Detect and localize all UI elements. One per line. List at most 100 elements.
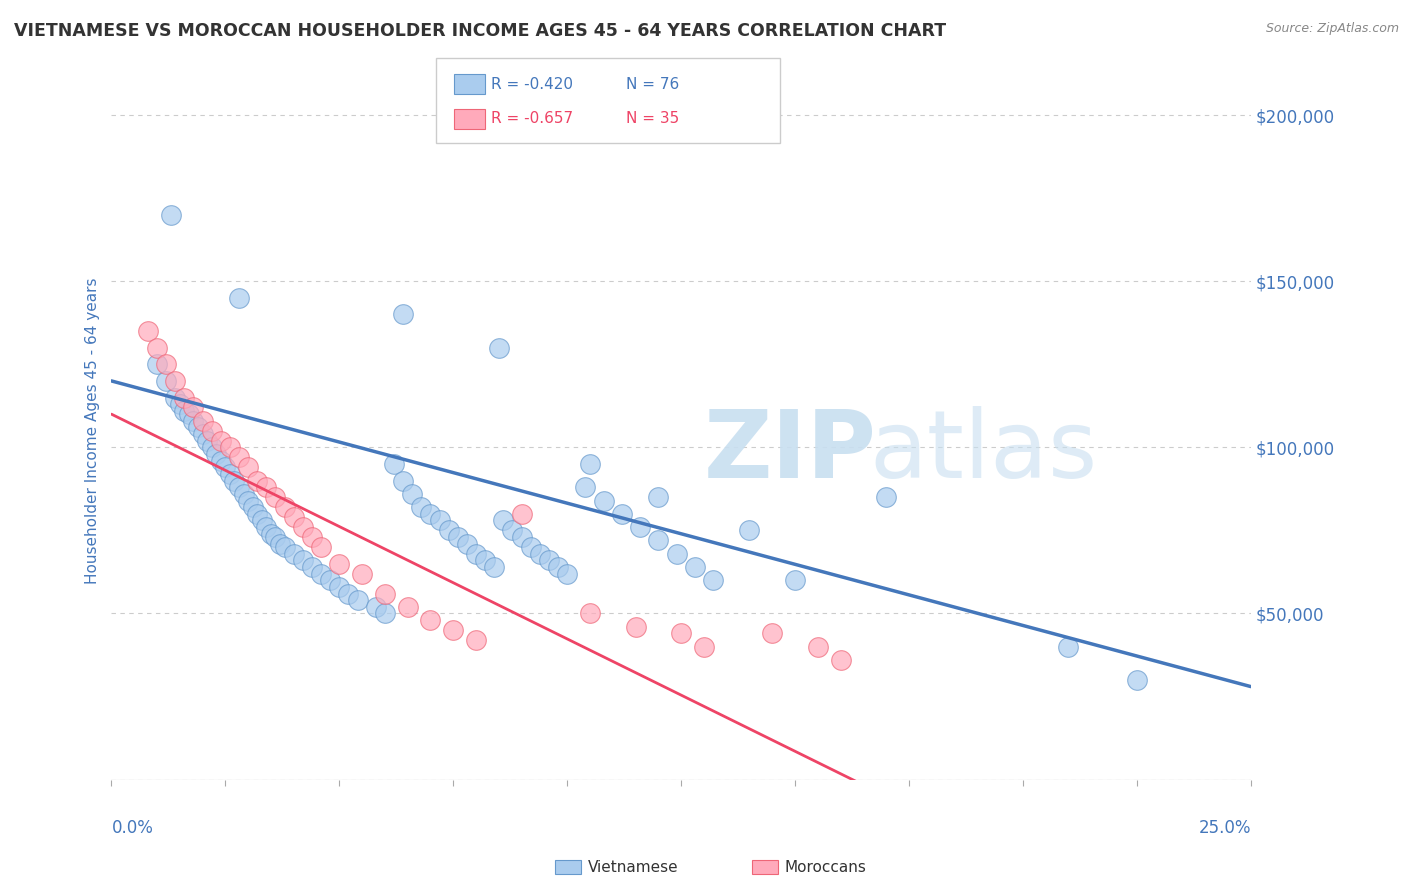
Point [291,520,314,534]
Point [205,447,228,461]
Point [510,507,533,521]
Point [169,397,191,411]
Point [224,474,246,488]
Point [382,457,405,471]
Point [665,547,688,561]
Point [510,530,533,544]
Point [465,547,488,561]
Point [702,574,724,588]
Point [173,391,195,405]
Point [201,441,224,455]
Point [219,441,242,455]
Point [364,599,387,614]
Point [146,357,169,371]
Point [693,640,716,654]
Point [401,487,423,501]
Point [830,653,852,667]
Point [301,530,323,544]
Point [392,474,415,488]
Text: Moroccans: Moroccans [785,860,866,874]
Point [228,450,250,465]
Text: VIETNAMESE VS MOROCCAN HOUSEHOLDER INCOME AGES 45 - 64 YEARS CORRELATION CHART: VIETNAMESE VS MOROCCAN HOUSEHOLDER INCOM… [14,22,946,40]
Point [187,420,209,434]
Point [738,524,761,538]
Point [592,493,614,508]
Point [191,427,214,442]
Point [396,599,419,614]
Point [246,474,269,488]
Point [337,586,360,600]
Point [165,391,187,405]
Text: Source: ZipAtlas.com: Source: ZipAtlas.com [1265,22,1399,36]
Point [236,493,259,508]
Point [328,557,350,571]
Point [537,553,560,567]
Point [183,414,205,428]
Point [260,526,283,541]
Point [574,480,596,494]
Point [647,490,669,504]
Point [488,341,510,355]
Text: 25.0%: 25.0% [1198,820,1251,838]
Point [610,507,633,521]
Point [159,208,181,222]
Text: Vietnamese: Vietnamese [588,860,678,874]
Point [301,560,323,574]
Point [807,640,830,654]
Point [273,500,295,515]
Point [177,407,200,421]
Point [264,530,287,544]
Point [761,626,783,640]
Point [647,533,669,548]
Point [419,507,441,521]
Point [547,560,569,574]
Text: ZIP: ZIP [704,406,877,498]
Point [501,524,523,538]
Point [183,401,205,415]
Point [165,374,187,388]
Point [437,524,460,538]
Y-axis label: Householder Income Ages 45 - 64 years: Householder Income Ages 45 - 64 years [86,277,100,584]
Point [228,480,250,494]
Text: N = 76: N = 76 [626,77,679,92]
Point [392,308,415,322]
Point [411,500,433,515]
Point [246,507,269,521]
Point [209,434,232,448]
Point [447,530,470,544]
Point [875,490,897,504]
Point [254,480,277,494]
Point [283,510,305,524]
Point [492,513,515,527]
Point [219,467,242,481]
Point [346,593,368,607]
Point [201,424,224,438]
Point [242,500,264,515]
Point [155,374,177,388]
Point [628,520,651,534]
Text: atlas: atlas [869,406,1097,498]
Point [579,457,602,471]
Point [474,553,496,567]
Point [555,566,578,581]
Point [1057,640,1080,654]
Point [155,357,177,371]
Point [309,540,332,554]
Point [232,487,254,501]
Point [254,520,277,534]
Point [319,574,342,588]
Point [783,574,806,588]
Point [136,324,159,338]
Point [352,566,374,581]
Point [309,566,332,581]
Point [269,537,291,551]
Point [264,490,287,504]
Point [1126,673,1149,687]
Point [173,404,195,418]
Point [683,560,706,574]
Point [441,623,464,637]
Point [146,341,169,355]
Point [236,460,259,475]
Text: 0.0%: 0.0% [111,820,153,838]
Point [228,291,250,305]
